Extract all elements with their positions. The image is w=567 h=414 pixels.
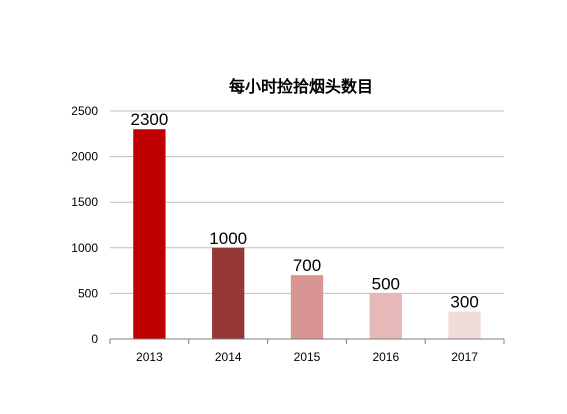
- data-label-2016: 500: [372, 274, 400, 293]
- data-label-2015: 700: [293, 256, 321, 275]
- x-tick-label: 2015: [294, 350, 321, 364]
- bar-2013: [133, 129, 166, 339]
- data-label-2014: 1000: [209, 229, 247, 248]
- data-labels: 2300 1000 700 500 300: [130, 110, 478, 311]
- y-tick-label: 1000: [71, 241, 98, 255]
- x-tick-label: 2014: [215, 350, 242, 364]
- y-tick-label: 1500: [71, 195, 98, 209]
- bars: [133, 129, 481, 339]
- x-tick-label: 2013: [136, 350, 163, 364]
- x-tick-label: 2016: [372, 350, 399, 364]
- y-tick-label: 2500: [71, 104, 98, 118]
- y-tick-label: 2000: [71, 150, 98, 164]
- y-axis-tick-labels: 0 500 1000 1500 2000 2500: [71, 104, 98, 346]
- x-tick-label: 2017: [451, 350, 478, 364]
- bar-2014: [212, 247, 245, 339]
- x-axis-tick-labels: 2013 2014 2015 2016 2017: [109, 339, 505, 364]
- gridlines: [110, 110, 504, 294]
- data-label-2017: 300: [450, 293, 478, 312]
- bar-2015: [290, 275, 324, 339]
- y-tick-label: 0: [91, 332, 98, 346]
- y-tick-label: 500: [78, 286, 98, 300]
- bar-2017: [448, 311, 481, 339]
- bar-2016: [369, 293, 402, 339]
- chart-title: 每小时捡拾烟头数目: [229, 77, 373, 96]
- data-label-2013: 2300: [130, 110, 168, 129]
